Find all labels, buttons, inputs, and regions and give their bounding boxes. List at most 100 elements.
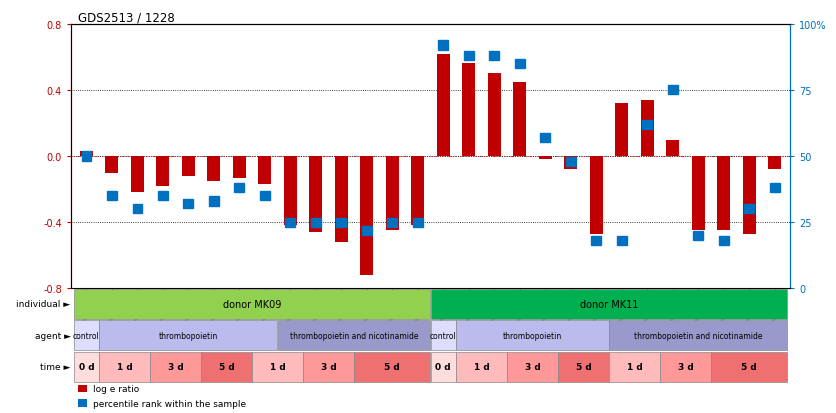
- Text: 1 d: 1 d: [474, 362, 489, 371]
- Bar: [278, 320, 431, 351]
- Bar: [438, 41, 448, 50]
- Bar: [660, 352, 711, 382]
- Text: GDS2513 / 1228: GDS2513 / 1228: [79, 12, 175, 25]
- Bar: [99, 352, 150, 382]
- Bar: [539, 157, 552, 160]
- Bar: [711, 352, 788, 382]
- Bar: [617, 237, 627, 246]
- Bar: [82, 152, 91, 161]
- Bar: [768, 157, 781, 170]
- Bar: [74, 352, 99, 382]
- Bar: [641, 101, 654, 157]
- Text: log e ratio: log e ratio: [93, 384, 139, 393]
- Text: 3 d: 3 d: [321, 362, 336, 371]
- Bar: [309, 157, 322, 233]
- Bar: [99, 320, 278, 351]
- Bar: [386, 157, 399, 231]
- Bar: [513, 83, 526, 157]
- Bar: [258, 157, 271, 185]
- Bar: [79, 385, 87, 392]
- Bar: [209, 197, 219, 206]
- Bar: [413, 218, 423, 227]
- Text: 5 d: 5 d: [385, 362, 400, 371]
- Text: thrombopoietin and nicotinamide: thrombopoietin and nicotinamide: [634, 331, 762, 340]
- Bar: [362, 226, 372, 235]
- Bar: [201, 352, 252, 382]
- Bar: [431, 289, 788, 319]
- Bar: [666, 140, 679, 157]
- Text: 0 d: 0 d: [79, 362, 94, 371]
- Bar: [437, 55, 450, 157]
- Bar: [74, 289, 431, 319]
- Bar: [335, 157, 348, 242]
- Bar: [207, 157, 220, 181]
- Bar: [150, 352, 201, 382]
- Bar: [411, 157, 424, 226]
- Text: 1 d: 1 d: [117, 362, 132, 371]
- Bar: [74, 320, 99, 351]
- Text: 3 d: 3 d: [678, 362, 693, 371]
- Bar: [311, 218, 321, 227]
- Bar: [132, 205, 142, 214]
- Bar: [488, 74, 501, 157]
- Text: 5 d: 5 d: [219, 362, 234, 371]
- Bar: [387, 218, 397, 227]
- Bar: [183, 199, 193, 209]
- Bar: [158, 192, 168, 201]
- Bar: [744, 205, 754, 214]
- Text: thrombopoietin and nicotinamide: thrombopoietin and nicotinamide: [290, 331, 418, 340]
- Text: thrombopoietin: thrombopoietin: [159, 331, 218, 340]
- Text: percentile rank within the sample: percentile rank within the sample: [93, 399, 246, 408]
- Bar: [564, 157, 577, 170]
- Bar: [462, 64, 475, 157]
- Text: donor MK09: donor MK09: [223, 299, 281, 309]
- Bar: [431, 320, 456, 351]
- Bar: [456, 352, 507, 382]
- Bar: [566, 157, 576, 166]
- Bar: [558, 352, 609, 382]
- Bar: [336, 218, 346, 227]
- Text: 1 d: 1 d: [627, 362, 642, 371]
- Bar: [591, 237, 601, 246]
- Text: time ►: time ►: [40, 362, 70, 371]
- Bar: [668, 86, 678, 95]
- Bar: [719, 237, 729, 246]
- Bar: [642, 121, 652, 130]
- Bar: [182, 157, 195, 176]
- Text: 5 d: 5 d: [576, 362, 591, 371]
- Bar: [692, 157, 705, 231]
- Bar: [540, 134, 550, 143]
- Text: control: control: [430, 331, 456, 340]
- Bar: [609, 320, 788, 351]
- Bar: [234, 184, 244, 193]
- Bar: [252, 352, 303, 382]
- Bar: [284, 157, 297, 226]
- Text: 3 d: 3 d: [168, 362, 183, 371]
- Text: 3 d: 3 d: [525, 362, 540, 371]
- Bar: [609, 352, 660, 382]
- Bar: [693, 231, 703, 240]
- Bar: [233, 157, 246, 178]
- Bar: [303, 352, 354, 382]
- Bar: [105, 157, 118, 173]
- Text: donor MK11: donor MK11: [580, 299, 638, 309]
- Bar: [507, 352, 558, 382]
- Bar: [260, 192, 270, 201]
- Text: 1 d: 1 d: [270, 362, 285, 371]
- Text: 5 d: 5 d: [742, 362, 757, 371]
- Bar: [80, 152, 93, 157]
- Bar: [615, 104, 628, 157]
- Bar: [770, 184, 779, 193]
- Bar: [431, 352, 456, 382]
- Bar: [79, 399, 87, 407]
- Bar: [456, 320, 609, 351]
- Text: control: control: [73, 331, 99, 340]
- Text: agent ►: agent ►: [34, 331, 70, 340]
- Bar: [743, 157, 756, 234]
- Text: 0 d: 0 d: [436, 362, 451, 371]
- Bar: [156, 157, 169, 186]
- Bar: [360, 157, 373, 275]
- Bar: [354, 352, 431, 382]
- Text: thrombopoietin: thrombopoietin: [503, 331, 562, 340]
- Bar: [489, 52, 499, 61]
